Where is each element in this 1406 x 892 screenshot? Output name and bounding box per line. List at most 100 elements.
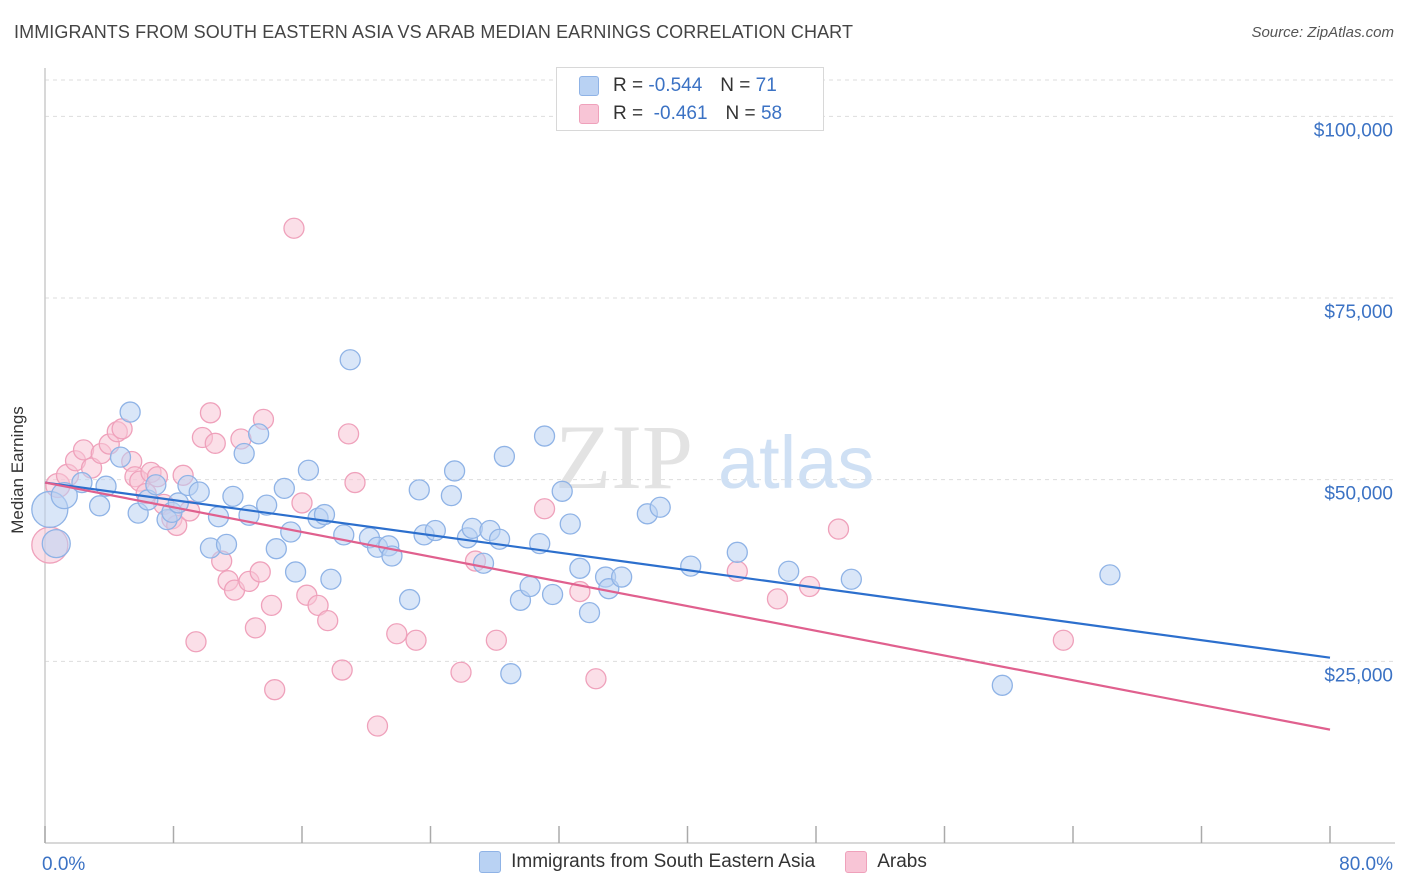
n-value: 58: [760, 103, 783, 124]
point-se-asia: [215, 533, 238, 555]
point-arabs: [283, 217, 305, 239]
axes: [44, 68, 1395, 844]
point-se-asia: [559, 513, 581, 535]
point-se-asia: [500, 663, 522, 685]
stats-box: R = -0.544 N = 71 R = -0.461 N = 58: [556, 67, 824, 131]
point-arabs: [485, 629, 508, 651]
legend-label-arabs: Arabs: [877, 851, 927, 872]
stats-row-se-asia: R = -0.544 N = 71: [579, 73, 777, 99]
point-arabs: [264, 679, 286, 701]
point-se-asia: [578, 601, 601, 624]
point-se-asia: [222, 485, 244, 508]
point-arabs: [331, 659, 353, 681]
stats-row-arabs: R = -0.461 N = 58: [579, 101, 782, 127]
point-se-asia: [551, 480, 573, 502]
point-se-asia: [1099, 564, 1121, 586]
point-se-asia: [991, 674, 1013, 696]
legend-label-se-asia: Immigrants from South Eastern Asia: [511, 851, 816, 872]
point-se-asia: [472, 552, 495, 574]
point-se-asia: [247, 423, 270, 445]
points-se-asia: [31, 349, 1121, 696]
point-se-asia: [541, 583, 564, 606]
y-tick-label: $100,000: [1314, 120, 1393, 141]
y-tick-label: $50,000: [1324, 484, 1393, 505]
se-asia-swatch: [579, 76, 599, 96]
r-label: R =: [613, 103, 644, 124]
point-arabs: [260, 594, 283, 617]
chart-title: IMMIGRANTS FROM SOUTH EASTERN ASIA VS AR…: [14, 22, 854, 42]
point-se-asia: [519, 575, 541, 598]
point-arabs: [405, 629, 427, 651]
r-label: R =: [613, 75, 644, 96]
point-arabs: [199, 402, 222, 424]
point-arabs: [344, 471, 366, 494]
point-se-asia: [284, 561, 307, 583]
point-se-asia: [88, 495, 111, 517]
legend-swatch-arabs: [845, 851, 868, 873]
trend-line-arabs: [44, 481, 1331, 731]
legend: Immigrants from South Eastern Asia Arabs: [0, 851, 1406, 873]
point-se-asia: [649, 496, 671, 518]
watermark: ZIP atlas: [555, 406, 874, 508]
point-arabs: [827, 518, 850, 540]
y-tick-label: $75,000: [1324, 302, 1393, 323]
point-se-asia: [145, 474, 167, 496]
legend-item-arabs[interactable]: Arabs: [845, 851, 927, 873]
tick-labels: $25,000 $50,000 $75,000 $100,000 0.0% 80.0%: [42, 120, 1393, 875]
point-se-asia: [320, 568, 342, 590]
point-arabs: [204, 432, 226, 454]
point-se-asia: [461, 517, 483, 540]
point-se-asia: [493, 445, 516, 468]
point-se-asia: [109, 446, 132, 468]
point-arabs: [337, 423, 360, 445]
point-se-asia: [408, 479, 430, 501]
watermark-atlas: atlas: [718, 421, 874, 504]
point-arabs: [450, 661, 472, 683]
point-se-asia: [119, 401, 141, 423]
point-arabs: [317, 609, 339, 632]
arabs-swatch: [579, 104, 599, 124]
point-se-asia: [41, 528, 71, 559]
point-se-asia: [443, 460, 466, 482]
n-label: N =: [725, 103, 756, 124]
trend-line-se-asia: [44, 481, 1331, 659]
point-arabs: [291, 492, 313, 514]
point-se-asia: [840, 568, 862, 590]
legend-swatch-se-asia: [479, 851, 502, 873]
point-se-asia: [256, 494, 278, 516]
trend-lines: [44, 481, 1331, 731]
point-se-asia: [265, 538, 287, 560]
x-tick-label: 80.0%: [1339, 854, 1393, 875]
legend-item-se-asia[interactable]: Immigrants from South Eastern Asia: [479, 851, 815, 873]
watermark-zip: ZIP: [555, 406, 693, 508]
point-se-asia: [610, 566, 633, 588]
point-arabs: [366, 715, 389, 737]
r-value: -0.544: [648, 75, 703, 96]
point-se-asia: [680, 555, 702, 577]
point-se-asia: [726, 541, 748, 563]
point-se-asia: [50, 482, 78, 510]
point-se-asia: [297, 459, 320, 481]
point-arabs: [386, 623, 408, 645]
point-arabs: [766, 588, 789, 610]
y-tick-label: $25,000: [1324, 665, 1393, 686]
point-arabs: [533, 498, 556, 520]
point-arabs: [244, 617, 267, 639]
point-se-asia: [533, 425, 556, 447]
source-label: Source: ZipAtlas.com: [1251, 24, 1394, 41]
point-se-asia: [398, 588, 421, 611]
x-tick-label: 0.0%: [42, 854, 85, 875]
point-se-asia: [569, 557, 591, 579]
point-se-asia: [339, 349, 361, 371]
point-arabs: [1052, 629, 1075, 651]
point-se-asia: [273, 477, 295, 500]
r-value: -0.461: [653, 103, 708, 124]
point-arabs: [249, 561, 271, 583]
point-arabs: [585, 668, 607, 690]
point-arabs: [185, 631, 207, 653]
point-arabs: [307, 594, 329, 617]
n-label: N =: [720, 75, 751, 96]
point-se-asia: [233, 442, 255, 465]
point-se-asia: [778, 560, 800, 582]
